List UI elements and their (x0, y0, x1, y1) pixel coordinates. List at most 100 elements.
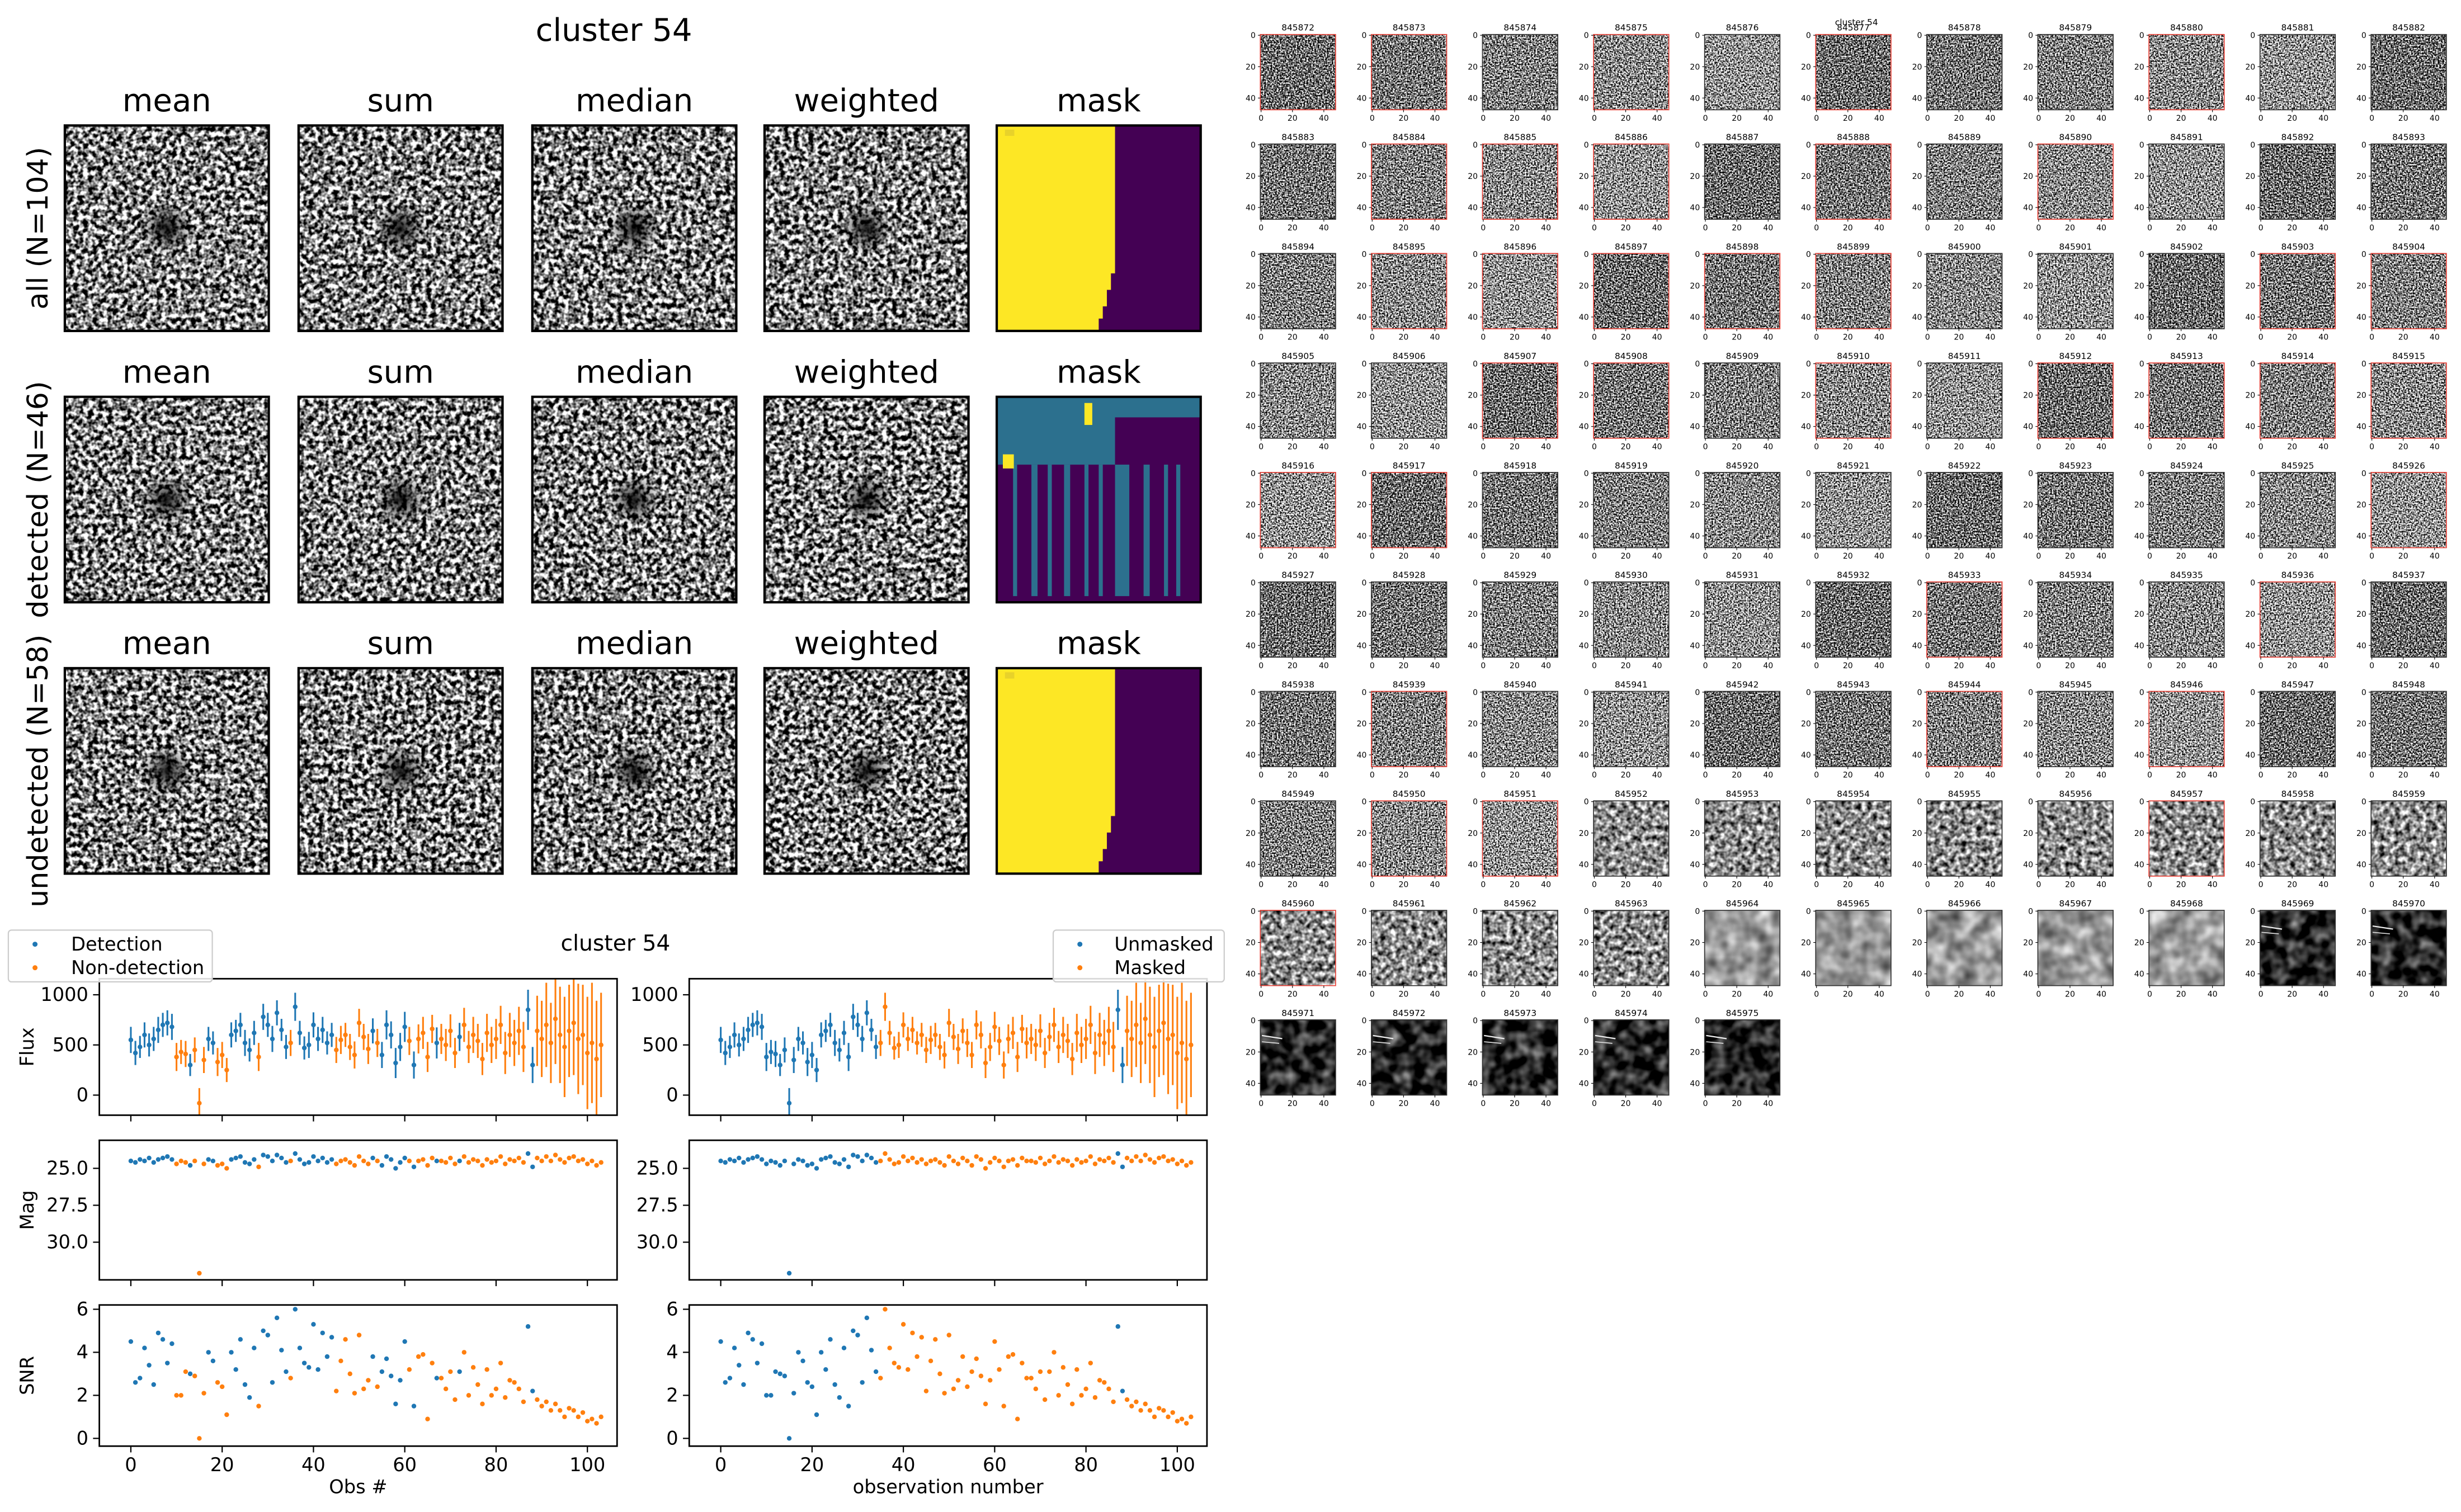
point (764, 1161, 769, 1166)
thumbnail-x-tick-label: 20 (2065, 442, 2075, 451)
thumbnail-x-tick-label: 20 (1621, 880, 1631, 889)
point (1124, 1028, 1130, 1033)
thumbnail-x-tick-label: 0 (1481, 662, 1486, 670)
thumbnail-x-tick-label: 0 (1258, 333, 1263, 342)
point (805, 1163, 810, 1168)
point (860, 1036, 865, 1042)
point (279, 1348, 284, 1353)
point (356, 1154, 362, 1159)
thumbnail-x-tick-label: 40 (1652, 771, 1662, 780)
thumbnail-x-tick-label: 40 (1874, 771, 1884, 780)
thumbnail-x-tick-label: 20 (2398, 662, 2408, 670)
thumbnail-image (2371, 582, 2446, 658)
point (493, 1158, 499, 1164)
point (1069, 1056, 1075, 1062)
thumbnail-label: 845889 (1948, 132, 1981, 142)
thumbnail-x-tick-label: 20 (1288, 114, 1298, 123)
thumbnail-image (1371, 144, 1447, 220)
thumbnail-x-tick-label: 20 (1288, 333, 1298, 342)
thumbnail-image (2038, 253, 2114, 329)
thumbnail-x-tick-label: 20 (2287, 224, 2297, 233)
thumbnail-y-tick-label: 20 (1579, 939, 1589, 948)
thumbnail-y-tick-label: 40 (2023, 423, 2033, 432)
thumbnail-y-tick-label: 0 (1806, 360, 1811, 369)
thumbnail-x-tick-label: 0 (1925, 771, 1930, 780)
point (151, 1036, 156, 1042)
point (270, 1158, 275, 1164)
point (174, 1055, 179, 1060)
thumbnail-x-tick-label: 20 (1732, 224, 1742, 233)
thumbnail-y-tick-label: 20 (1912, 63, 1922, 72)
thumbnail-label: 845933 (1948, 570, 1981, 580)
point (147, 1155, 152, 1161)
point (846, 1404, 851, 1409)
point (470, 1157, 476, 1162)
thumbnail-x-tick-label: 40 (2096, 880, 2106, 889)
thumbnail-x-tick-label: 0 (1481, 990, 1486, 999)
thumbnail-x-tick-label: 0 (1370, 114, 1375, 123)
thumbnail-x-tick-label: 0 (2147, 880, 2152, 889)
point (535, 1155, 540, 1161)
thumbnail-y-tick-label: 40 (2245, 861, 2255, 870)
thumbnail-x-tick-label: 20 (1510, 990, 1520, 999)
point (1047, 1158, 1052, 1164)
point (484, 1030, 489, 1036)
thumbnail-y-tick-label: 0 (1584, 1017, 1589, 1026)
point (329, 1032, 334, 1037)
point (723, 1160, 728, 1165)
point (284, 1045, 289, 1050)
point (1083, 1036, 1088, 1042)
panel-frame (531, 124, 738, 332)
thumbnail-y-tick-label: 20 (2356, 282, 2366, 291)
thumbnail-x-tick-label: 0 (1703, 333, 1708, 342)
thumbnail-x-tick-label: 20 (2287, 114, 2297, 123)
thumbnail-y-tick-label: 20 (1912, 500, 1922, 509)
thumbnail-y-tick-label: 20 (1690, 939, 1700, 948)
point (590, 1040, 595, 1046)
thumbnail-y-tick-label: 40 (1579, 751, 1589, 760)
point (1001, 1404, 1006, 1409)
thumbnail-label: 845919 (1615, 461, 1648, 471)
plot-area (718, 1151, 1194, 1276)
point (384, 1022, 389, 1028)
point (270, 1036, 275, 1042)
thumbnail-x-tick-label: 40 (2430, 552, 2440, 561)
thumbnail-y-tick-label: 0 (1695, 31, 1700, 40)
thumbnail-image (1260, 1019, 1336, 1095)
thumbnail-x-tick-label: 0 (1370, 333, 1375, 342)
thumbnail-label: 845896 (1503, 242, 1536, 252)
point (416, 1354, 421, 1359)
thumbnail-x-tick-label: 20 (1732, 442, 1742, 451)
thumbnail-x-tick-label: 0 (1370, 990, 1375, 999)
point (421, 1030, 426, 1036)
point (718, 1339, 723, 1344)
thumbnail-y-tick-label: 20 (2356, 391, 2366, 400)
thumbnail-image (1926, 691, 2002, 767)
thumbnail-image (1704, 1019, 1780, 1095)
thumbnail-frame (1926, 691, 2003, 767)
point (452, 1161, 458, 1166)
thumbnail-label: 845973 (1503, 1008, 1536, 1018)
row-label: undetected (N=58) (21, 635, 54, 908)
point (356, 1333, 362, 1338)
thumbnail-frame (1371, 362, 1448, 439)
thumbnail-x-tick-label: 0 (1703, 880, 1708, 889)
thumbnail-y-tick-label: 0 (2028, 907, 2033, 916)
point (823, 1155, 828, 1161)
thumbnail-y-tick-label: 20 (1468, 282, 1478, 291)
thumbnail-label: 845945 (2059, 679, 2092, 689)
point (1124, 1397, 1130, 1402)
point (393, 1401, 398, 1406)
thumbnail-x-tick-label: 20 (1398, 662, 1408, 670)
point (786, 1270, 792, 1276)
point (448, 1155, 453, 1161)
point (769, 1393, 774, 1398)
thumbnail-y-tick-label: 40 (2245, 94, 2255, 103)
thumbnail-y-tick-label: 20 (1468, 172, 1478, 181)
thumbnail-x-tick-label: 20 (2065, 990, 2075, 999)
thumbnail-label: 845878 (1948, 23, 1981, 33)
point (580, 1157, 586, 1162)
point (329, 1335, 334, 1340)
point (155, 1157, 161, 1162)
thumbnail-x-tick-label: 40 (1986, 114, 1996, 123)
